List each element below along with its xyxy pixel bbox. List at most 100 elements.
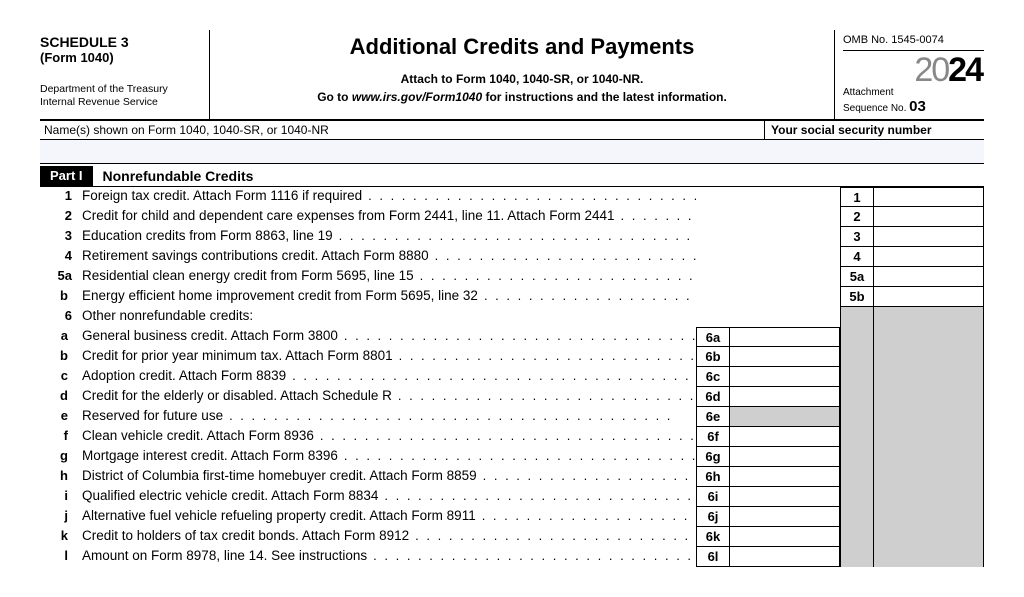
line-6b: b Credit for prior year minimum tax. Att… [40,347,984,367]
line-text: Credit for prior year minimum tax. Attac… [82,347,696,367]
gray-block [840,547,874,567]
amount-field[interactable] [874,227,984,247]
line-num: d [40,387,82,407]
line-6f: f Clean vehicle credit. Attach Form 8936… [40,427,984,447]
line-6j: j Alternative fuel vehicle refueling pro… [40,507,984,527]
line-text: Reserved for future use [82,407,696,427]
gray-block [840,327,874,347]
line-6i: i Qualified electric vehicle credit. Att… [40,487,984,507]
amount-label: 5b [840,287,874,307]
part-bar: Part I Nonrefundable Credits [40,166,984,186]
line-num: k [40,527,82,547]
line-text: Retirement savings contributions credit.… [82,247,696,267]
gray-block [874,347,984,367]
amount-field[interactable] [874,207,984,227]
line-6c: c Adoption credit. Attach Form 8839 6c [40,367,984,387]
line-text: Foreign tax credit. Attach Form 1116 if … [82,187,696,207]
line-6: 6 Other nonrefundable credits: [40,307,984,327]
mid-label: 6b [696,347,730,367]
line-text: Education credits from Form 8863, line 1… [82,227,696,247]
line-num: a [40,327,82,347]
line-text: Credit for child and dependent care expe… [82,207,696,227]
line-text: Credit for the elderly or disabled. Atta… [82,387,696,407]
names-label: Name(s) shown on Form 1040, 1040-SR, or … [40,121,764,139]
amount-label: 4 [840,247,874,267]
line-text: Residential clean energy credit from For… [82,267,696,287]
gray-block [874,427,984,447]
line-text: Credit to holders of tax credit bonds. A… [82,527,696,547]
mid-label: 6l [696,547,730,567]
sub2: Go to www.irs.gov/Form1040 for instructi… [220,88,824,106]
amount-field[interactable] [874,187,984,207]
names-fill-area[interactable] [40,140,984,164]
dept-line2: Internal Revenue Service [40,96,203,109]
mid-field[interactable] [730,507,840,527]
form-header: SCHEDULE 3 (Form 1040) Department of the… [40,30,984,121]
gray-block [874,387,984,407]
line-6d: d Credit for the elderly or disabled. At… [40,387,984,407]
mid-label: 6c [696,367,730,387]
line-6e: e Reserved for future use 6e [40,407,984,427]
gray-block [874,487,984,507]
form-title: Additional Credits and Payments [220,34,824,60]
amount-field[interactable] [874,267,984,287]
gray-block [874,547,984,567]
dept-block: Department of the Treasury Internal Reve… [40,83,203,108]
line-num: e [40,407,82,427]
line-text: Adoption credit. Attach Form 8839 [82,367,696,387]
mid-field[interactable] [730,547,840,567]
line-5b: b Energy efficient home improvement cred… [40,287,984,307]
mid-field[interactable] [730,327,840,347]
gray-block [840,507,874,527]
form-body: 1 Foreign tax credit. Attach Form 1116 i… [40,186,984,567]
mid-field[interactable] [730,447,840,467]
sequence-number: Sequence No. 03 [843,98,984,115]
part-number: Part I [40,166,93,186]
header-middle: Additional Credits and Payments Attach t… [210,30,834,119]
amount-label: 3 [840,227,874,247]
line-num: h [40,467,82,487]
mid-label: 6i [696,487,730,507]
mid-label: 6f [696,427,730,447]
gray-block [840,527,874,547]
line-text: Energy efficient home improvement credit… [82,287,696,307]
amount-label: 2 [840,207,874,227]
line-6g: g Mortgage interest credit. Attach Form … [40,447,984,467]
line-text: District of Columbia first-time homebuye… [82,467,696,487]
mid-field[interactable] [730,487,840,507]
schedule-label: SCHEDULE 3 [40,34,203,50]
omb-number: OMB No. 1545-0074 [843,34,984,51]
line-num: j [40,507,82,527]
amount-field[interactable] [874,287,984,307]
gray-block [840,347,874,367]
mid-field[interactable] [730,387,840,407]
line-5a: 5a Residential clean energy credit from … [40,267,984,287]
amount-field[interactable] [874,247,984,267]
mid-field[interactable] [730,367,840,387]
gray-block [874,307,984,327]
gray-block [840,427,874,447]
gray-block [874,507,984,527]
mid-label: 6k [696,527,730,547]
gray-block [874,447,984,467]
line-num: b [40,287,82,307]
line-6k: k Credit to holders of tax credit bonds.… [40,527,984,547]
mid-field[interactable] [730,427,840,447]
line-text: Other nonrefundable credits: [82,307,696,327]
mid-field[interactable] [730,347,840,367]
line-2: 2 Credit for child and dependent care ex… [40,207,984,227]
mid-field[interactable] [730,527,840,547]
line-text: Clean vehicle credit. Attach Form 8936 [82,427,696,447]
dept-line1: Department of the Treasury [40,83,203,96]
mid-label: 6g [696,447,730,467]
sub1: Attach to Form 1040, 1040-SR, or 1040-NR… [220,70,824,88]
gray-block [840,387,874,407]
gray-block [874,467,984,487]
names-row: Name(s) shown on Form 1040, 1040-SR, or … [40,121,984,140]
line-num: 4 [40,247,82,267]
gray-block [874,367,984,387]
mid-field[interactable] [730,467,840,487]
line-num: l [40,547,82,567]
gray-block [840,467,874,487]
line-4: 4 Retirement savings contributions credi… [40,247,984,267]
